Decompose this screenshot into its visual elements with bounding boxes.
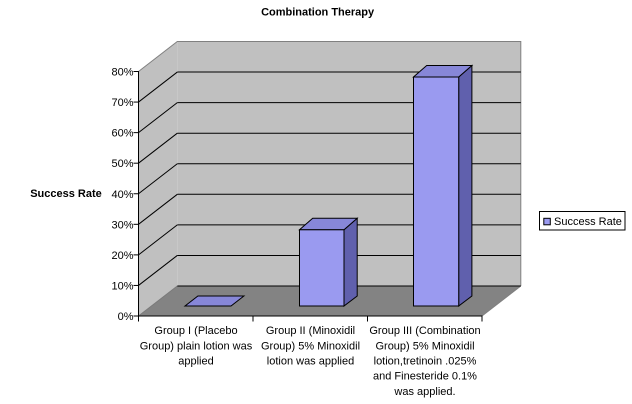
svg-text:Group I (Placebo: Group I (Placebo <box>154 325 237 337</box>
svg-text:Group) plain lotion was: Group) plain lotion was <box>140 340 253 352</box>
svg-text:lotion was applied: lotion was applied <box>267 356 354 368</box>
svg-text:Group) 5% Minoxidil: Group) 5% Minoxidil <box>375 340 474 352</box>
svg-text:Success Rate: Success Rate <box>30 188 102 200</box>
svg-text:60%: 60% <box>111 128 133 140</box>
svg-text:30%: 30% <box>111 219 133 231</box>
svg-text:80%: 80% <box>111 67 133 79</box>
svg-text:20%: 20% <box>111 250 133 262</box>
svg-text:was applied.: was applied. <box>393 386 455 398</box>
svg-text:Combination Therapy: Combination Therapy <box>261 7 375 19</box>
svg-text:40%: 40% <box>111 189 133 201</box>
svg-text:and Finesteride 0.1%: and Finesteride 0.1% <box>373 371 477 383</box>
svg-text:Success Rate: Success Rate <box>554 216 622 228</box>
svg-text:70%: 70% <box>111 97 133 109</box>
svg-text:10%: 10% <box>111 280 133 292</box>
svg-text:0%: 0% <box>118 311 134 323</box>
svg-text:Group II (Minoxidil: Group II (Minoxidil <box>266 325 355 337</box>
svg-text:Group) 5% Minoxidil: Group) 5% Minoxidil <box>261 340 360 352</box>
svg-text:applied: applied <box>178 356 213 368</box>
svg-text:Group III (Combination: Group III (Combination <box>369 325 480 337</box>
svg-text:50%: 50% <box>111 158 133 170</box>
svg-text:lotion,tretinoin .025%: lotion,tretinoin .025% <box>374 356 477 368</box>
